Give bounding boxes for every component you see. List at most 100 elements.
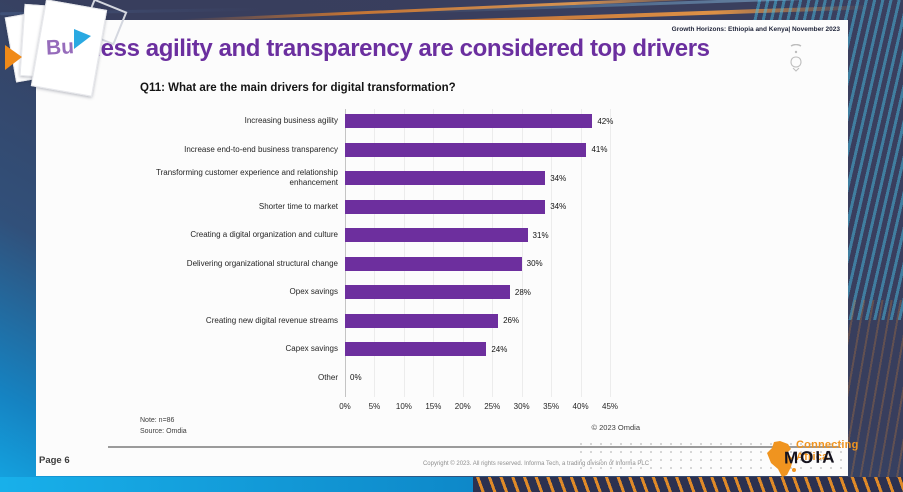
orange-stripes-decoration (847, 300, 903, 480)
bar (345, 313, 499, 328)
gridline (610, 109, 611, 397)
bar-wrap: 31% (345, 228, 549, 243)
chart-row: Creating new digital revenue streams 26% (132, 307, 692, 336)
x-tick-label: 30% (513, 402, 530, 411)
bar (345, 199, 546, 214)
chart-row: Delivering organizational structural cha… (132, 250, 692, 279)
chart-row: Creating a digital organization and cult… (132, 221, 692, 250)
bar-wrap: 34% (345, 199, 567, 214)
chart-row: Increasing business agility 42% (132, 107, 692, 136)
bar-value-label: 30% (526, 259, 543, 269)
obscured-title-fragment: Bu (45, 35, 75, 60)
bar-value-label: 28% (514, 287, 531, 297)
category-label: Increasing business agility (244, 116, 338, 126)
note-source: Source: Omdia (140, 427, 187, 435)
gridline (433, 109, 435, 397)
x-tick-label: 15% (425, 402, 442, 411)
category-label: Creating new digital revenue streams (205, 315, 338, 325)
bar-wrap: 42% (345, 114, 614, 129)
x-tick-label: 35% (543, 402, 560, 411)
bar-wrap: 30% (345, 256, 543, 271)
x-tick-label: 40% (572, 402, 589, 411)
bar (345, 142, 587, 157)
logo-line2: Africa (796, 450, 829, 463)
connecting-africa-logo: Connecting Africa MOIA (764, 439, 903, 481)
bar-wrap: 26% (345, 313, 520, 328)
category-label: Shorter time to market (258, 201, 338, 211)
category-label: Increase end-to-end business transparenc… (184, 144, 338, 154)
bar (345, 171, 546, 186)
bar-value-label: 26% (503, 316, 520, 326)
category-label: Capex savings (285, 344, 338, 354)
africa-map-icon (767, 441, 796, 477)
chart-row: Other 0% (132, 364, 692, 393)
category-label: Transforming customer experience and rel… (155, 168, 338, 188)
footer-copyright: Copyright © 2023. All rights reserved. I… (422, 461, 650, 467)
category-label: Other (317, 372, 338, 382)
chart-copyright: © 2023 Omdia (591, 423, 640, 432)
blue-triangle-decoration (74, 29, 91, 49)
x-tick-label: 20% (454, 402, 471, 411)
chart-row: Opex savings 28% (132, 278, 692, 307)
balloon-icon (790, 44, 802, 72)
bar-wrap: 41% (345, 142, 608, 157)
x-axis-ticks: 0% 5% 10% 15% 20% 25% 30% 35% 40% 45% (132, 402, 692, 414)
bar-value-label: 42% (597, 116, 614, 126)
x-tick-label: 25% (484, 402, 501, 411)
category-label: Creating a digital organization and cult… (190, 230, 338, 240)
bar-wrap: 28% (345, 285, 531, 300)
bar-value-label: 34% (550, 173, 567, 183)
gridline (521, 109, 523, 397)
bar-value-label: 41% (591, 145, 608, 155)
chart-rows: Increasing business agility 42% Increase e… (132, 107, 692, 392)
x-tick-label: 5% (368, 402, 381, 411)
x-tick-label: 45% (601, 402, 619, 411)
chart-notes: Note: n=86 Source: Omdia (140, 416, 187, 437)
bar-value-label: 24% (491, 344, 508, 354)
page-number: Page 6 (39, 455, 70, 466)
slide-title: Business agility and transparency are co… (36, 35, 710, 62)
bar (345, 114, 593, 129)
x-tick-label: 0% (339, 402, 351, 411)
gridline (462, 109, 464, 397)
note-sample-size: Note: n=86 (140, 417, 175, 424)
bar (345, 342, 487, 357)
bar-value-label: 31% (532, 230, 549, 240)
chart-question-title: Q11: What are the main drivers for digit… (140, 82, 456, 94)
chart-gridlines (132, 109, 692, 397)
orange-streak-decoration (180, 0, 740, 23)
category-label: Opex savings (289, 287, 338, 297)
gridline (403, 109, 405, 397)
chart-row: Transforming customer experience and rel… (132, 164, 692, 193)
bar-wrap: 0% (345, 371, 362, 385)
bar-value-label: 0% (350, 373, 362, 383)
y-axis-line (345, 109, 346, 397)
bar-wrap: 24% (345, 342, 508, 357)
logo-overlay-word: MOIA (783, 447, 837, 468)
x-tick-label: 10% (395, 402, 412, 411)
bar-value-label: 34% (550, 202, 567, 212)
gridline (580, 109, 582, 397)
report-header-label: Growth Horizons: Ethiopia and Kenya| Nov… (671, 26, 840, 33)
footer-divider (108, 446, 840, 448)
gridline (374, 109, 376, 397)
category-label: Delivering organizational structural cha… (186, 258, 338, 268)
presentation-slide: Growth Horizons: Ethiopia and Kenya| Nov… (4, 0, 858, 477)
bar (345, 256, 522, 271)
bar-wrap: 34% (345, 171, 567, 186)
bar-chart: Increasing business agility 42% Increase e… (132, 107, 692, 427)
chart-row: Capex savings 24% (132, 335, 692, 364)
bottom-hatched-bar (473, 477, 903, 492)
dots-pattern-decoration (576, 440, 848, 474)
gridline (551, 109, 553, 397)
logo-wordmark: Connecting Africa (796, 439, 859, 463)
chart-row: Shorter time to market 34% (132, 193, 692, 222)
orange-triangle-decoration (5, 45, 22, 70)
bottom-blue-bar (0, 477, 510, 492)
logo-line1: Connecting (796, 439, 859, 451)
bar (345, 228, 528, 243)
chart-row: Increase end-to-end business transparenc… (132, 136, 692, 165)
bar (345, 285, 510, 300)
gridline (492, 109, 494, 397)
